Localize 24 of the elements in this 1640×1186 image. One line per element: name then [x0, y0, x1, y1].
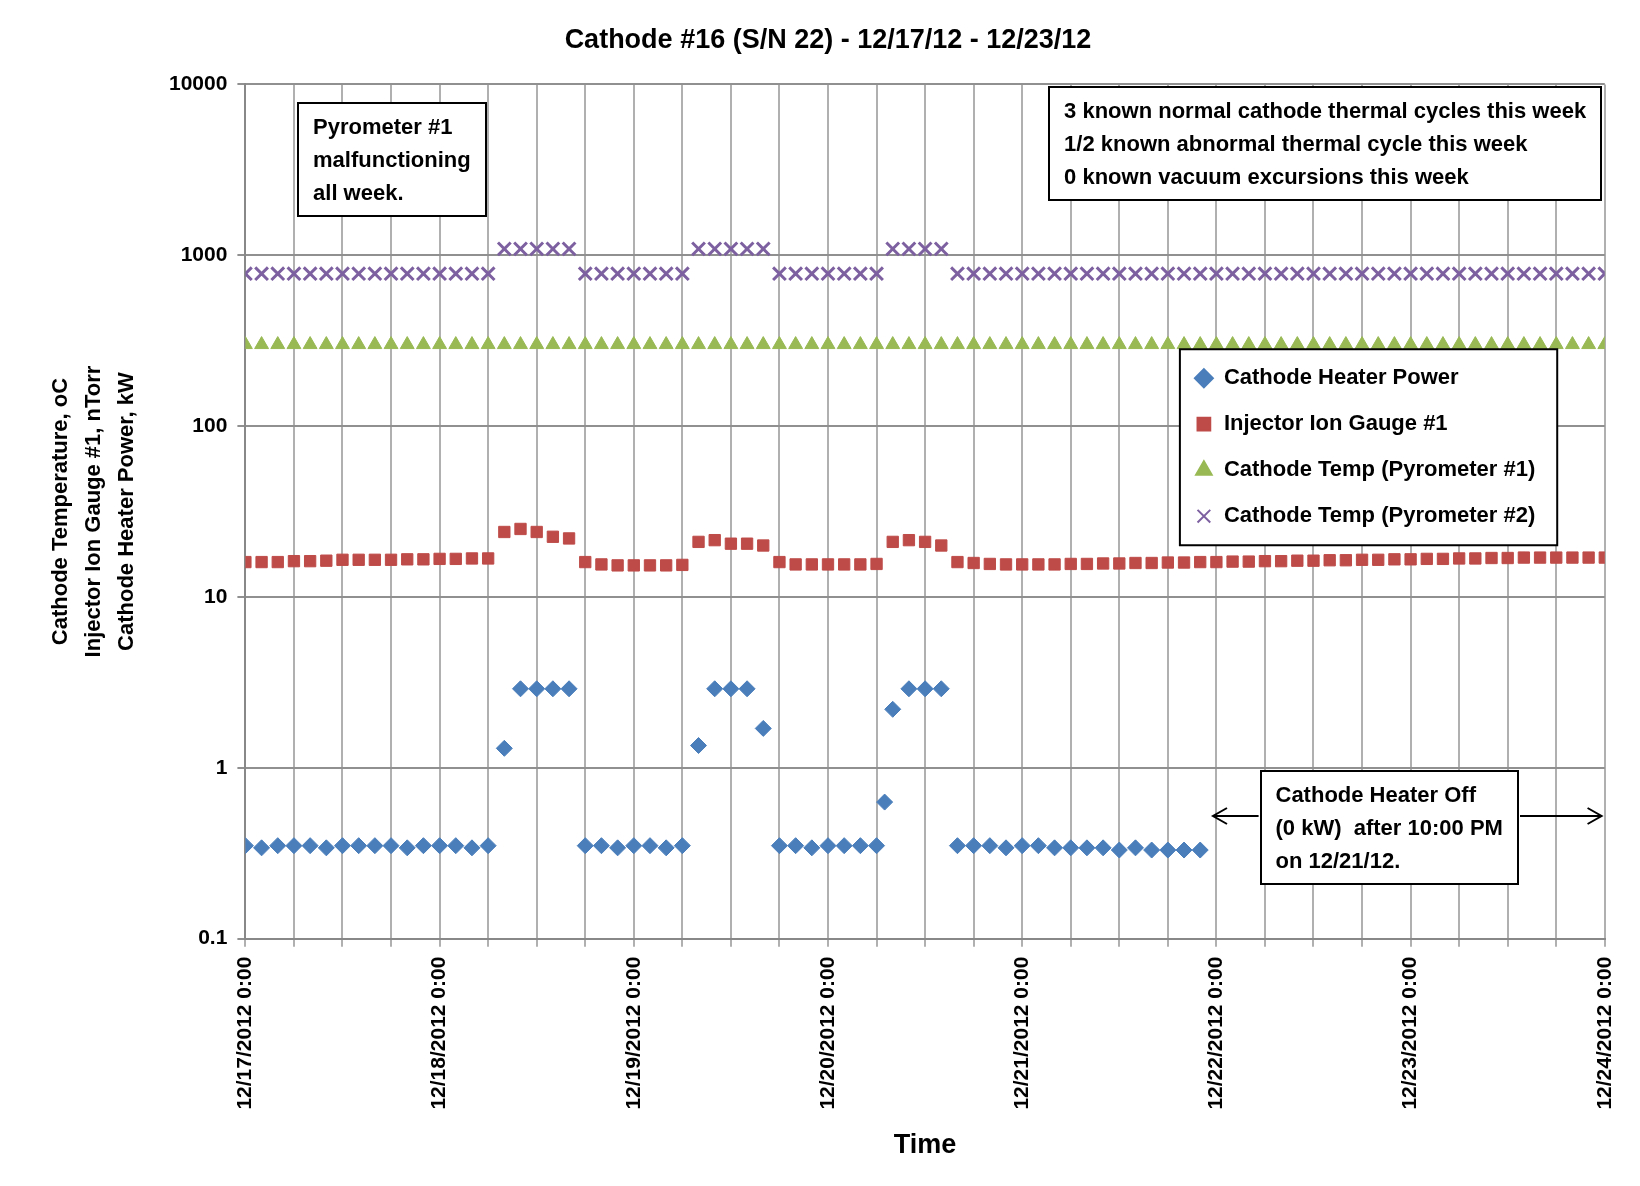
x-tick-label: 12/20/2012 0:00	[814, 956, 838, 1110]
legend-label: Cathode Heater Power	[1223, 364, 1460, 390]
y-axis-title: Cathode Temperature, oC Injector Ion Gauge #1, nTorr Cathode Heater Power, kW	[46, 365, 138, 658]
y-tick-label: 10000	[168, 71, 228, 95]
annotation: 3 known normal cathode thermal cycles this week 1/2 known abnormal thermal cycle this week 0 known vacuum excursions this week	[1048, 86, 1603, 202]
y-tick-label: 0.1	[198, 925, 228, 949]
legend-label: Injector Ion Gauge #1	[1223, 410, 1448, 436]
x-tick-label: 12/17/2012 0:00	[232, 956, 256, 1110]
x-tick-label: 12/23/2012 0:00	[1397, 956, 1421, 1110]
annotation: Pyrometer #1 malfunctioning all week.	[297, 102, 487, 218]
x-tick-label: 12/24/2012 0:00	[1591, 956, 1615, 1110]
x-tick-label: 12/19/2012 0:00	[620, 956, 644, 1110]
y-tick-label: 10	[204, 583, 228, 607]
x-tick-label: 12/18/2012 0:00	[426, 956, 450, 1110]
y-tick-label: 100	[192, 412, 228, 436]
x-axis-title: Time	[893, 1129, 957, 1160]
legend-label: Cathode Temp (Pyrometer #2)	[1223, 502, 1536, 528]
annotation: Cathode Heater Off (0 kW) after 10:00 PM on 12/21/12.	[1259, 770, 1519, 886]
y-tick-label: 1000	[180, 242, 228, 266]
chart-title: Cathode #16 (S/N 22) - 12/17/12 - 12/23/12	[564, 23, 1092, 54]
legend-label: Cathode Temp (Pyrometer #1)	[1223, 456, 1536, 482]
y-tick-label: 1	[215, 754, 228, 778]
x-tick-label: 12/21/2012 0:00	[1009, 956, 1032, 1110]
x-tick-label: 12/22/2012 0:00	[1203, 956, 1227, 1110]
